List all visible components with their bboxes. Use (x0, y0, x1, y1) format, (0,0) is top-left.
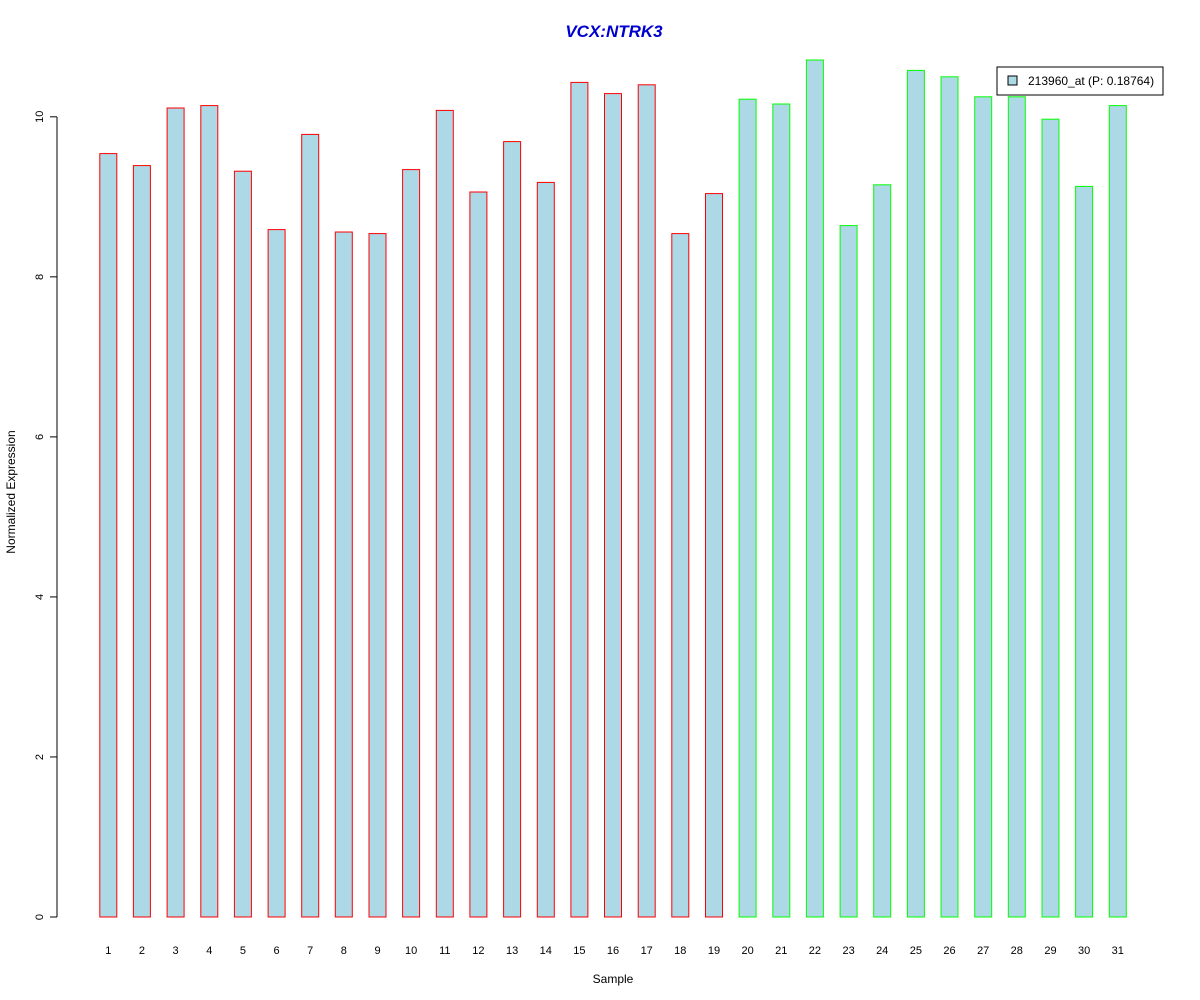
bar-30 (1075, 185, 1094, 918)
bar-27 (974, 96, 993, 918)
x-tick-label: 11 (439, 945, 450, 957)
y-tick-label: 6 (34, 434, 46, 440)
x-tick-label: 8 (341, 945, 347, 957)
x-tick-label: 19 (708, 945, 720, 957)
x-tick-label: 1 (105, 945, 111, 957)
x-tick-label: 27 (977, 945, 989, 957)
bar-17 (637, 84, 656, 918)
x-tick-label: 4 (206, 945, 212, 957)
x-tick-label: 2 (139, 945, 145, 957)
x-tick-label: 16 (607, 945, 619, 957)
x-tick-label: 3 (173, 945, 179, 957)
x-tick-label: 22 (809, 945, 821, 957)
y-axis-title: Normalized Expression (4, 430, 18, 553)
bar-21 (772, 103, 791, 918)
bar-28 (1007, 96, 1026, 918)
bar-9 (368, 233, 387, 918)
bar-5 (233, 170, 252, 918)
x-tick-label: 9 (374, 945, 380, 957)
y-tick-label: 2 (34, 754, 46, 760)
x-tick-label: 5 (240, 945, 246, 957)
x-tick-label: 21 (775, 945, 787, 957)
x-axis-title: Sample (593, 972, 634, 986)
x-tick-label: 29 (1044, 945, 1056, 957)
x-tick-label: 23 (842, 945, 854, 957)
bar-20 (738, 98, 757, 918)
bar-7 (301, 133, 320, 918)
x-tick-label: 30 (1078, 945, 1090, 957)
bar-25 (906, 69, 925, 918)
x-tick-label: 18 (674, 945, 686, 957)
bar-16 (604, 93, 622, 918)
legend-box (996, 66, 1164, 96)
bar-22 (805, 59, 824, 918)
x-tick-label: 13 (506, 945, 518, 957)
bar-6 (267, 229, 286, 918)
bar-12 (469, 191, 488, 918)
x-tick-label: 28 (1011, 945, 1023, 957)
bar-18 (671, 233, 690, 918)
chart-title: VCX:NTRK3 (565, 22, 663, 41)
bar-29 (1041, 118, 1060, 918)
y-tick-label: 0 (34, 914, 46, 920)
y-axis: 0 2 4 6 8 10 (34, 111, 58, 920)
bar-14 (536, 181, 555, 918)
x-tick-label: 26 (943, 945, 955, 957)
x-tick-label: 6 (274, 945, 280, 957)
bar-26 (940, 76, 959, 918)
x-tick-label: 14 (540, 945, 552, 957)
bar-15 (570, 81, 589, 918)
x-tick-label: 15 (573, 945, 585, 957)
y-tick-label: 10 (34, 111, 46, 123)
bar-4 (200, 105, 219, 918)
bars (99, 59, 1127, 918)
legend-swatch (1007, 75, 1018, 86)
bar-10 (402, 169, 421, 918)
x-tick-label: 10 (405, 945, 417, 957)
bar-13 (503, 141, 522, 918)
bar-31 (1108, 105, 1127, 918)
x-tick-label: 7 (307, 945, 313, 957)
bar-11 (435, 109, 454, 918)
bar-24 (873, 184, 892, 918)
bar-3 (166, 107, 185, 918)
bar-2 (132, 165, 151, 918)
y-tick-label: 8 (34, 274, 46, 280)
legend-label: 213960_at (P: 0.18764) (1028, 74, 1154, 88)
x-tick-label: 25 (910, 945, 922, 957)
legend: 213960_at (P: 0.18764) (996, 66, 1164, 96)
bar-1 (99, 153, 118, 918)
x-tick-label: 12 (472, 945, 484, 957)
x-tick-label: 20 (741, 945, 753, 957)
y-tick-label: 4 (34, 594, 46, 600)
x-tick-label: 31 (1112, 945, 1124, 957)
bar-23 (839, 225, 858, 918)
x-tick-label: 17 (641, 945, 653, 957)
x-tick-labels: 1 2 3 4 5 6 7 8 9 10 11 12 13 14 15 16 17 18 19 20 21 22 23 24 2… (105, 945, 1124, 957)
x-tick-label: 24 (876, 945, 888, 957)
bar-8 (334, 231, 353, 918)
bar-19 (705, 193, 723, 918)
